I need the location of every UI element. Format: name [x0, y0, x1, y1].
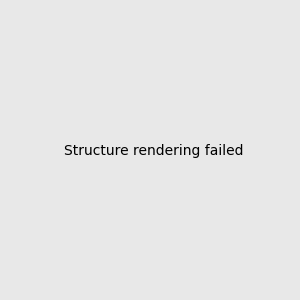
Text: Structure rendering failed: Structure rendering failed: [64, 145, 244, 158]
